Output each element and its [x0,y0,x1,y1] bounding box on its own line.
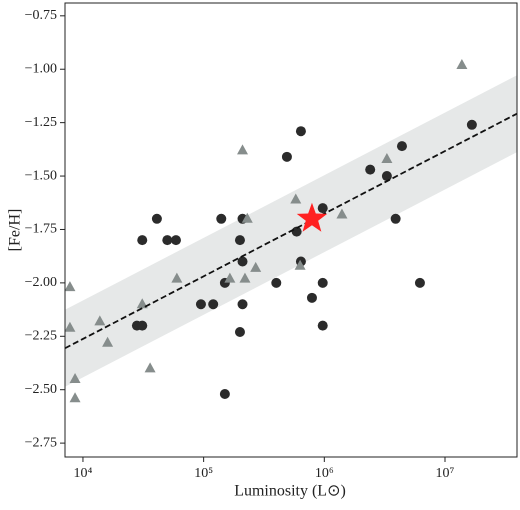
circle-point [291,226,302,237]
circle-point [365,164,376,175]
highlight-star [296,202,328,232]
circle-point [414,277,425,288]
circle-point [151,213,162,224]
triangle-point [290,193,302,204]
triangle-point [456,58,468,69]
triangle-point [224,272,236,283]
triangle-point [102,336,114,347]
x-tick-label: 10⁴ [74,466,93,481]
y-tick-label: −2.00 [25,275,57,290]
circle-point [234,327,245,338]
triangle-point [294,259,306,270]
circle-point [208,299,219,310]
circle-point [219,388,230,399]
triangle-point [64,281,76,292]
triangle-point [237,144,249,155]
circle-point [195,299,206,310]
circle-point [466,119,477,130]
x-tick-label: 10⁵ [194,466,213,481]
triangle-point [239,272,251,283]
triangle-point [94,315,106,326]
y-tick-label: −1.00 [25,61,57,76]
y-tick-label: −0.75 [25,8,57,23]
triangle-point [64,321,76,332]
circle-point [237,299,248,310]
circle-point [137,235,148,246]
triangle-point [241,212,253,223]
y-tick-label: −1.50 [25,168,57,183]
circle-point [162,235,173,246]
y-tick-label: −1.25 [25,115,57,130]
circle-point [295,126,306,137]
circle-point [390,213,401,224]
x-tick-label: 10⁷ [436,466,455,481]
triangle-point [144,362,156,373]
y-axis-title: [Fe/H] [7,209,24,252]
triangle-point [171,272,183,283]
circle-point [317,277,328,288]
circle-point [170,235,181,246]
triangle-point [69,373,81,384]
circle-point [271,277,282,288]
triangle-point [69,392,81,403]
fit-line [64,112,518,350]
circle-point [306,292,317,303]
circle-point [317,320,328,331]
circle-point [396,141,407,152]
y-tick-label: −1.75 [25,222,57,237]
plot-frame [64,2,518,458]
circle-point [234,235,245,246]
x-axis-title: Luminosity (L⊙) [234,483,346,500]
triangle-point [381,152,393,163]
triangle-point [250,261,262,272]
circle-point [137,320,148,331]
circle-point [281,151,292,162]
circle-point [381,171,392,182]
y-tick-label: −2.50 [25,382,57,397]
circle-point [317,203,328,214]
triangle-point [336,208,348,219]
y-tick-label: −2.25 [25,329,57,344]
circle-point [237,256,248,267]
circle-point [216,213,227,224]
y-tick-label: −2.75 [25,435,57,450]
x-tick-label: 10⁶ [315,466,334,481]
